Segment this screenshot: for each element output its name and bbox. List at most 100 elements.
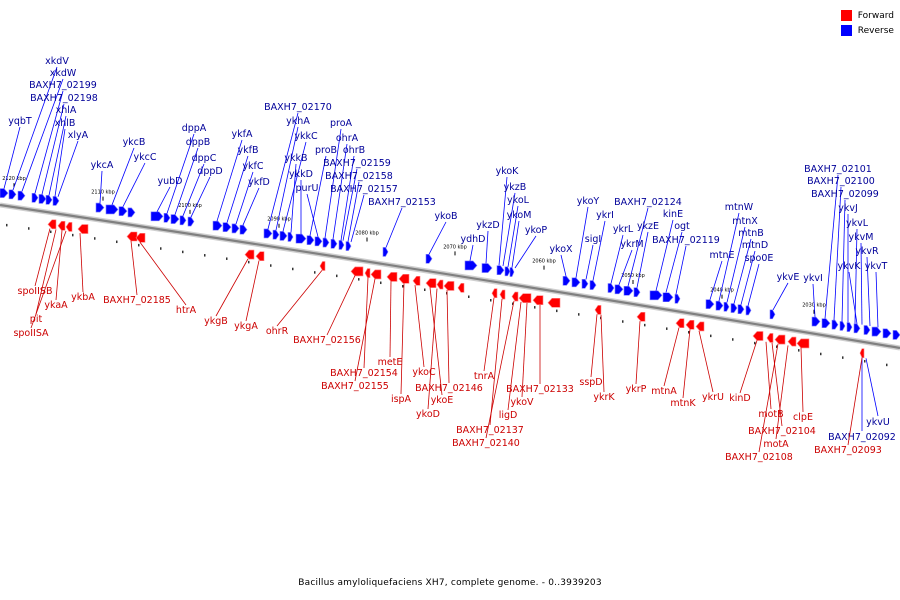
connector-ykze [636,231,649,288]
gene-label-ykvr: ykvR [855,246,879,257]
gene-label-ykfb: ykfB [238,145,259,156]
reverse-gene-arrow [330,238,338,249]
forward-gene-arrow [457,283,465,293]
backbone-line [0,203,900,350]
connector-baxh7-02140 [485,300,515,439]
reverse-gene-arrow [496,265,505,275]
connector-sspd [590,314,598,378]
reverse-gene-arrow [737,304,745,314]
reverse-gene-arrow [222,222,232,232]
gene-label-ykzb: ykzB [504,182,527,193]
gene-label-ykov: ykoV [510,397,534,408]
gene-label-ykba: ykbA [71,292,95,303]
reverse-gene-arrow [52,196,60,206]
gene-label-mete: metE [378,357,403,368]
minor-mark [622,320,624,323]
reverse-gene-arrow [150,211,164,222]
gene-label-baxh7-02108: BAXH7_02108 [725,452,793,463]
gene-label-ykrm: ykrM [620,239,643,250]
gene-label-baxh7-02137: BAXH7_02137 [456,425,524,436]
minor-mark [886,363,888,367]
gene-label-ykri: ykrI [596,210,614,221]
connector-ykrm [618,249,633,285]
forward-gene-arrow [695,321,705,332]
reverse-gene-arrow [338,240,345,250]
gene-label-baxh7-02153: BAXH7_02153 [368,197,436,208]
reverse-gene-arrow [127,207,136,218]
connector-ykri [592,220,606,281]
gene-label-ykox: ykoX [549,244,573,255]
connector-ohrb [340,155,355,241]
connector-xhla [48,115,67,196]
connector-ohrr [276,270,323,327]
forward-gene-arrow [135,232,146,243]
gene-label-xlya: xlyA [68,130,89,141]
connector-ykca [99,170,103,204]
connector-ykvm [860,242,863,325]
gene-label-ykok: ykoK [496,166,520,177]
minor-mark [94,237,96,240]
gene-label-ykod: ykoD [416,409,440,420]
legend-reverse: Reverse [840,23,894,38]
reverse-gene-arrow [170,214,180,224]
gene-label-ykve: ykvE [777,272,800,283]
connector-ykve [772,282,789,311]
connector-ykfd [242,187,260,226]
reverse-gene-arrow [464,260,478,271]
connector-baxh7-02170 [267,112,299,230]
connector-ykru [698,330,714,393]
connector-baxh7-02108 [758,343,779,453]
connector-ykom [511,220,520,268]
forward-swatch [840,10,852,21]
connector-ogt [665,231,683,293]
forward-gene-arrow [126,231,138,242]
connector-spoiisa [30,230,67,329]
connector-ligd [507,301,522,411]
gene-label-baxh7-02104: BAXH7_02104 [748,426,816,437]
connector-ykba [79,233,84,293]
connector-ykoy [575,206,589,278]
connector-xkdv [12,66,58,191]
gene-label-ykrl: ykrL [613,224,634,235]
reverse-gene-arrow [892,330,900,340]
gene-label-ykvj: ykvJ [838,203,858,214]
gene-label-mtnb: mtnB [738,228,764,239]
reverse-gene-arrow [295,233,307,244]
reverse-gene-arrow [287,232,294,242]
gene-label-ispa: ispA [391,394,412,405]
gene-features [0,188,900,358]
connector-baxh7-02099 [841,199,846,322]
gene-label-spo0e: spo0E [745,253,774,264]
forward-gene-arrow [752,331,764,341]
connector-sigi [585,244,594,280]
tick-label-0: 2120 kbp [2,176,26,182]
minor-mark [160,247,162,250]
minor-mark [490,299,492,302]
reverse-gene-arrow [839,321,846,331]
connector-ykod [427,288,438,410]
forward-gene-arrow [443,281,455,291]
gene-label-xkdw: xkdW [50,68,77,79]
reverse-gene-arrow [231,223,240,234]
connector-spo0e [747,263,760,306]
minor-mark [28,227,30,230]
forward-gene-arrow [491,288,498,299]
connector-ispa [400,283,405,395]
gene-label-ykha: ykhA [286,116,310,127]
connector-ykop [514,235,537,269]
connector-ykrp [635,321,641,385]
reverse-gene-arrow [95,202,105,213]
connector-ykaa [55,230,63,301]
gene-label-baxh7-02159: BAXH7_02159 [323,158,391,169]
gene-label-ykzd: ykzD [476,220,499,231]
minor-mark [72,233,74,237]
forward-gene-arrow [499,289,506,300]
gene-label-ohra: ohrA [336,133,359,144]
forward-gene-arrow [675,318,685,329]
connector-baxh7-02157 [350,194,365,243]
gene-label-motb: motB [758,409,783,420]
minor-mark [578,313,580,316]
connector-mota [775,345,789,440]
gene-label-spoiisb: spoIISB [18,286,53,297]
connector-clpe [800,347,804,413]
